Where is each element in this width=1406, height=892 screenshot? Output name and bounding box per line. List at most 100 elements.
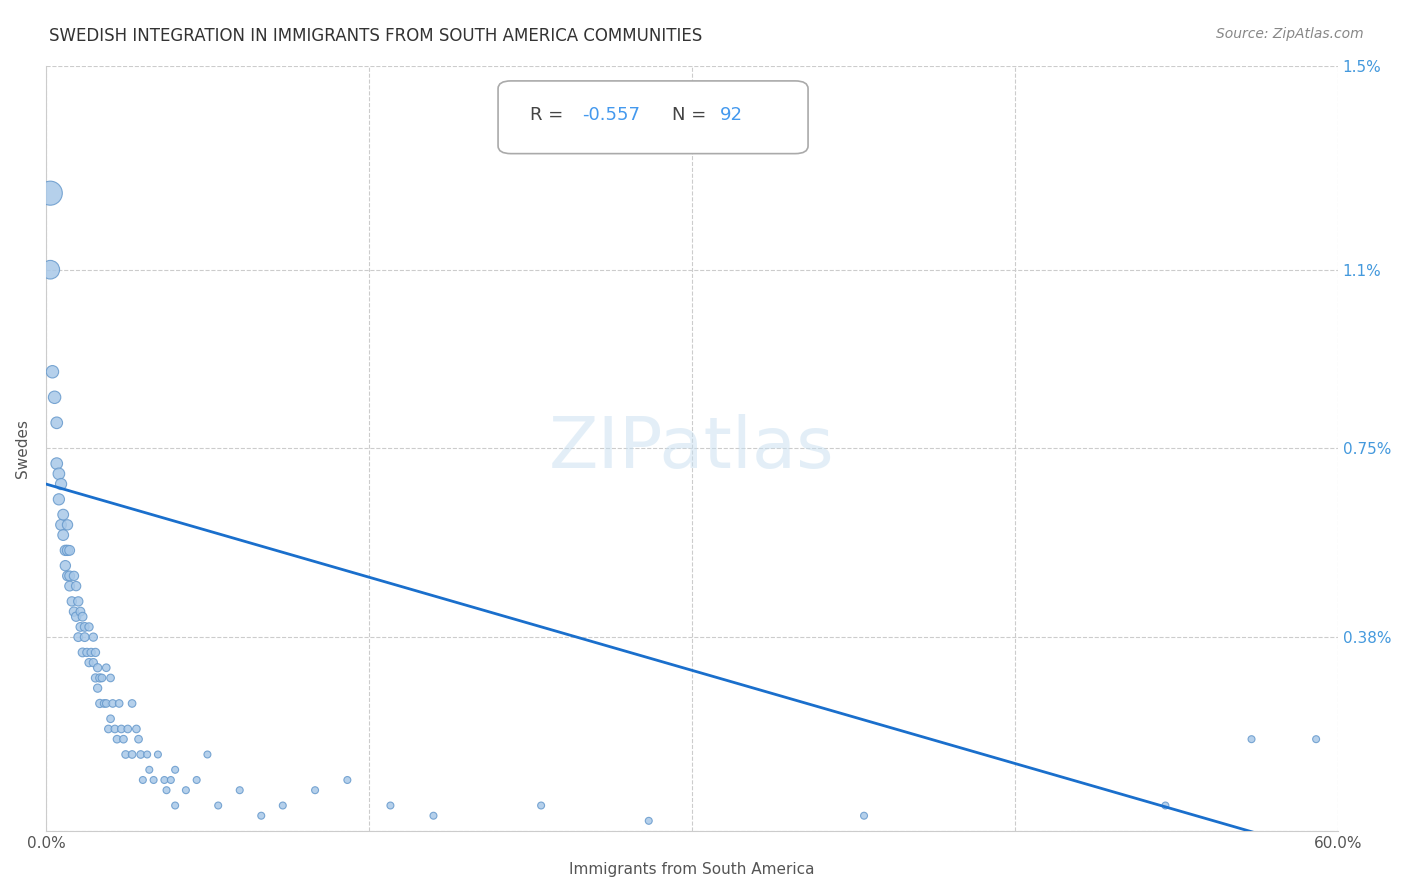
Text: -0.557: -0.557 [582,106,640,124]
Point [59,543,82,558]
Point [125,722,148,736]
Point [160,772,183,787]
Point [72,609,94,624]
Point [76,645,98,659]
Point [530,798,553,813]
Text: R =: R = [575,111,614,128]
Point [91,671,114,685]
Text: Source: ZipAtlas.com: Source: ZipAtlas.com [1216,27,1364,41]
Point [77,656,100,670]
Point [117,722,139,736]
Point [165,798,187,813]
Point [96,697,118,711]
Point [56,517,79,532]
Y-axis label: Swedes: Swedes [15,419,30,478]
Point [63,569,86,583]
Point [100,671,122,685]
Point [121,747,143,762]
Point [132,772,155,787]
Point [136,747,159,762]
FancyBboxPatch shape [498,81,808,153]
Point [84,645,107,659]
Point [49,477,72,491]
Point [853,808,876,822]
Point [104,722,127,736]
Point [53,558,76,573]
Point [186,772,208,787]
Text: R =: R = [530,106,569,124]
Point [65,579,87,593]
Point [39,186,62,201]
Point [41,365,63,379]
Point [250,808,273,822]
Text: SWEDISH INTEGRATION IN IMMIGRANTS FROM SOUTH AMERICA COMMUNITIES: SWEDISH INTEGRATION IN IMMIGRANTS FROM S… [49,27,703,45]
Point [67,594,90,608]
Point [63,605,86,619]
Point [110,722,132,736]
Point [53,543,76,558]
Point [45,457,67,471]
Point [59,579,82,593]
Point [52,508,75,522]
Point [77,620,100,634]
Point [82,656,104,670]
Point [142,772,165,787]
Point [1240,732,1263,747]
Point [89,697,111,711]
Point [422,808,444,822]
Point [336,772,359,787]
Point [65,609,87,624]
Point [271,798,294,813]
Point [1305,732,1327,747]
Point [112,732,135,747]
Point [128,732,150,747]
Point [69,605,91,619]
Point [48,467,70,481]
Point [228,783,250,797]
Point [86,661,108,675]
Text: ZIPatlas: ZIPatlas [548,414,835,483]
Point [84,671,107,685]
Point [69,620,91,634]
Point [165,763,187,777]
Point [174,783,197,797]
Point [45,416,67,430]
Point [59,569,82,583]
Point [637,814,659,828]
Point [153,772,176,787]
Point [138,763,160,777]
Point [207,798,229,813]
Text: 92: 92 [720,106,744,124]
Point [101,697,124,711]
Point [56,543,79,558]
Point [197,747,219,762]
Point [146,747,169,762]
Point [595,135,617,149]
Point [73,630,96,644]
Text: N =: N = [672,106,713,124]
Point [105,732,128,747]
Point [121,697,143,711]
Point [73,620,96,634]
Point [82,630,104,644]
Point [52,528,75,542]
X-axis label: Immigrants from South America: Immigrants from South America [569,862,814,877]
Point [97,722,120,736]
Point [60,594,83,608]
Point [72,645,94,659]
Point [67,630,90,644]
Point [93,697,115,711]
Point [86,681,108,695]
Point [304,783,326,797]
Point [80,645,103,659]
Point [39,262,62,277]
Point [100,712,122,726]
Point [89,671,111,685]
Point [155,783,177,797]
Point [48,492,70,507]
Point [380,798,402,813]
Point [129,747,152,762]
Point [96,661,118,675]
Point [56,569,79,583]
Point [44,390,66,404]
